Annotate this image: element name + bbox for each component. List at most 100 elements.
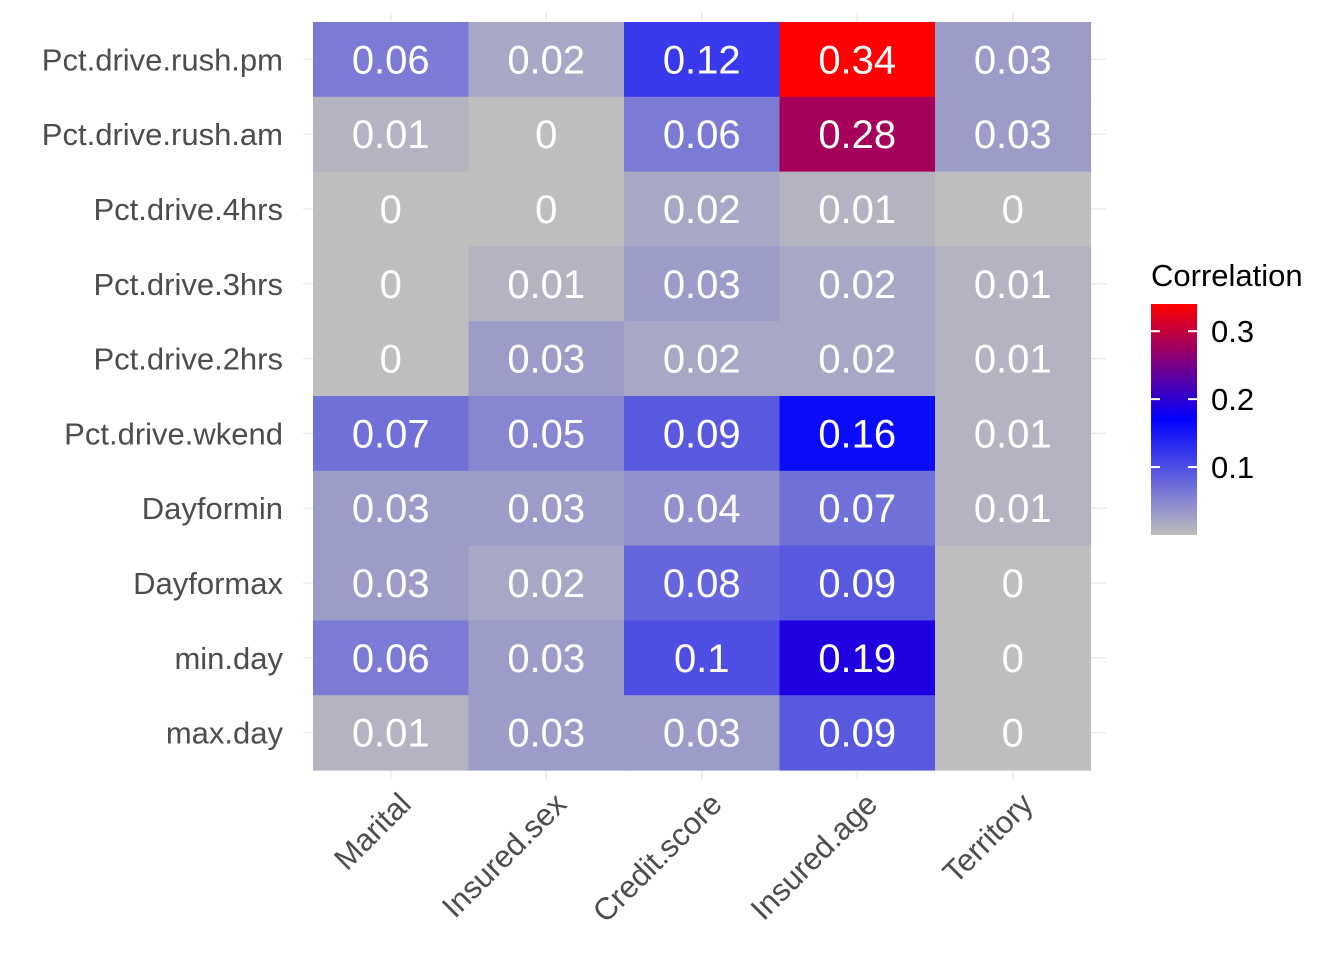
x-tick-label: Credit.score [586, 786, 729, 929]
heatmap-cell [468, 246, 625, 322]
heatmap-cell [779, 246, 936, 322]
heatmap-cell [468, 396, 625, 472]
x-tick-label: Insured.sex [435, 786, 573, 924]
heatmap-cell [468, 545, 625, 621]
heatmap-cell [779, 321, 936, 397]
heatmap-cell [468, 171, 625, 247]
cell-value-label: 0.03 [507, 338, 585, 382]
x-tick-label: Insured.age [744, 786, 885, 927]
heatmap-cell [624, 620, 781, 696]
cell-value-label: 0.1 [674, 637, 730, 681]
heatmap-cell [935, 470, 1092, 547]
cell-value-label: 0.02 [818, 338, 896, 382]
cell-value-label: 0.03 [974, 113, 1052, 157]
cell-value-label: 0.06 [352, 637, 430, 681]
heatmap-cell [313, 22, 470, 98]
heatmap-cell [624, 545, 781, 621]
cell-value-label: 0.01 [974, 263, 1052, 307]
cell-value-label: 0.02 [507, 562, 585, 606]
cell-value-label: 0.06 [352, 38, 430, 82]
x-tick-label: Marital [327, 786, 418, 877]
legend-colorbar [1151, 304, 1197, 535]
heatmap-cell [468, 470, 625, 547]
heatmap-cell [624, 171, 781, 247]
cell-value-label: 0 [380, 338, 402, 382]
cell-value-label: 0.03 [663, 263, 741, 307]
heatmap-cell-labels: 0.06 0.02 0.12 0.34 0.03 0.01 0 0.06 0.28 0.03 0 0 0… [352, 38, 1052, 755]
heatmap-cell [935, 246, 1092, 322]
heatmap-cell [779, 396, 936, 472]
heatmap-cell [313, 620, 470, 696]
heatmap-cell [624, 22, 781, 98]
heatmap-cell [313, 470, 470, 547]
heatmap-cell [779, 620, 936, 696]
x-tick-label: Territory [936, 786, 1040, 890]
cell-value-label: 0 [535, 188, 557, 232]
cell-value-label: 0.02 [663, 338, 741, 382]
cell-value-label: 0.03 [974, 38, 1052, 82]
heatmap-cell [779, 96, 936, 173]
y-tick-label: Dayformax [133, 566, 283, 601]
cell-value-label: 0.03 [352, 562, 430, 606]
cell-value-label: 0.16 [818, 412, 896, 456]
cell-value-label: 0.02 [818, 263, 896, 307]
cell-value-label: 0.09 [663, 412, 741, 456]
heatmap-cell [313, 396, 470, 472]
cell-value-label: 0.05 [507, 412, 585, 456]
legend-title: Correlation [1151, 258, 1303, 293]
cell-value-label: 0.01 [352, 113, 430, 157]
heatmap-cell [624, 396, 781, 472]
heatmap-cell [935, 171, 1092, 247]
cell-value-label: 0.01 [507, 263, 585, 307]
y-tick-label: Dayformin [142, 491, 283, 526]
heatmap-cell [624, 695, 781, 771]
heatmap-cell [624, 321, 781, 397]
cell-value-label: 0.03 [507, 487, 585, 531]
heatmap-cell [779, 695, 936, 771]
y-axis: Pct.drive.rush.pm Pct.drive.rush.am Pct.dr… [42, 42, 284, 750]
heatmap-cells [313, 22, 1092, 771]
heatmap-cell [935, 321, 1092, 397]
cell-value-label: 0.07 [352, 412, 430, 456]
cell-value-label: 0.09 [818, 712, 896, 756]
y-tick-label: Pct.drive.4hrs [93, 192, 283, 227]
heatmap-cell [779, 470, 936, 547]
cell-value-label: 0.28 [818, 113, 896, 157]
legend-tick-label: 0.2 [1211, 382, 1254, 417]
heatmap-cell [935, 22, 1092, 98]
legend-ticks: 0.1 0.2 0.3 [1151, 314, 1254, 485]
y-tick-label: Pct.drive.2hrs [93, 342, 283, 377]
cell-value-label: 0.03 [507, 637, 585, 681]
y-tick-label: Pct.drive.rush.am [42, 117, 283, 152]
legend-tick-label: 0.3 [1211, 314, 1254, 349]
heatmap-cell [468, 620, 625, 696]
y-tick-label: Pct.drive.rush.pm [42, 42, 283, 77]
cell-value-label: 0.04 [663, 487, 741, 531]
y-tick-label: max.day [166, 716, 284, 751]
cell-value-label: 0.19 [818, 637, 896, 681]
heatmap-cell [468, 96, 625, 173]
cell-value-label: 0 [535, 113, 557, 157]
heatmap-cell [624, 96, 781, 173]
cell-value-label: 0 [1002, 188, 1024, 232]
cell-value-label: 0.06 [663, 113, 741, 157]
heatmap-cell [468, 695, 625, 771]
y-tick-label: Pct.drive.3hrs [93, 267, 283, 302]
heatmap-cell [779, 22, 936, 98]
heatmap-cell [935, 96, 1092, 173]
cell-value-label: 0.01 [974, 487, 1052, 531]
heatmap-cell [313, 695, 470, 771]
cell-value-label: 0.09 [818, 562, 896, 606]
heatmap-cell [313, 96, 470, 173]
cell-value-label: 0 [1002, 562, 1024, 606]
heatmap-cell [313, 171, 470, 247]
heatmap-cell [468, 22, 625, 98]
cell-value-label: 0.03 [663, 712, 741, 756]
cell-value-label: 0.02 [507, 38, 585, 82]
legend-tick-label: 0.1 [1211, 450, 1254, 485]
cell-value-label: 0.34 [818, 38, 896, 82]
heatmap-cell [935, 620, 1092, 696]
cell-value-label: 0.12 [663, 38, 741, 82]
cell-value-label: 0 [380, 263, 402, 307]
